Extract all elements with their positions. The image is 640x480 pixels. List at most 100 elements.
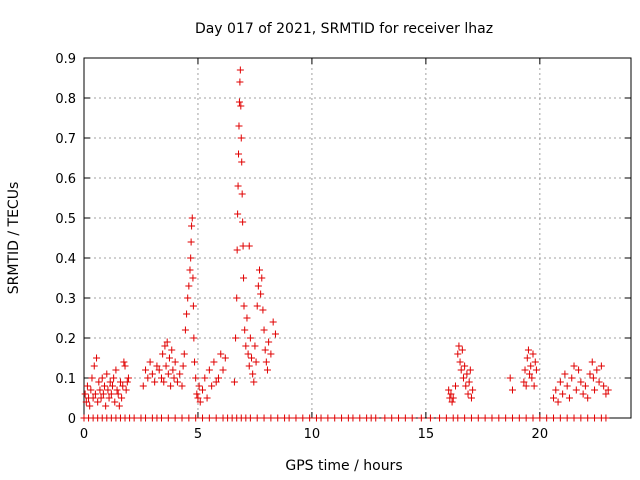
data-point [502,414,510,422]
data-point [469,386,477,394]
data-point [251,342,259,350]
data-point [104,386,112,394]
x-tick-label: 20 [532,427,549,442]
data-point [89,394,97,402]
data-point [530,382,538,390]
y-tick-label: 0 [68,412,76,427]
data-point [203,394,211,402]
data-point [86,402,94,410]
data-point [584,394,592,402]
data-point [602,414,610,422]
data-point [98,374,106,382]
data-point [167,382,175,390]
data-point [111,398,119,406]
data-point [168,346,176,354]
data-point [130,414,138,422]
data-point [144,374,152,382]
data-point [190,334,198,342]
data-point [122,386,130,394]
data-point [183,310,191,318]
data-point [586,370,594,378]
data-point [260,326,268,334]
data-point [456,358,464,366]
data-point [246,414,254,422]
data-point [324,414,332,422]
data-point [245,362,253,370]
data-point [306,414,314,422]
data-point [457,366,465,374]
data-point [495,414,503,422]
data-point [589,374,597,382]
data-point [449,394,457,402]
data-point [187,238,195,246]
data-point [570,414,578,422]
data-point [515,414,523,422]
data-point [271,330,279,338]
data-point [82,398,90,406]
data-point [317,414,325,422]
data-point [248,354,256,362]
data-point [113,386,121,394]
data-point [83,382,91,390]
data-point [124,374,132,382]
data-point [236,66,244,74]
data-point [108,382,116,390]
data-point [164,414,172,422]
data-point [550,394,558,402]
data-point [556,378,564,386]
data-point [123,378,131,386]
data-point [176,370,184,378]
data-point [180,350,188,358]
data-point [524,346,532,354]
data-point [237,134,245,142]
y-axis-label: SRMTID / TECUs [6,182,22,295]
data-point [454,414,462,422]
data-point [356,414,364,422]
data-point [139,382,147,390]
data-point [95,378,103,386]
data-point [508,386,516,394]
x-tick-label: 10 [304,427,321,442]
data-point [584,414,592,422]
data-point [107,390,115,398]
data-point [164,370,172,378]
data-point [602,390,610,398]
axis-ticks: 0 5 10 15 20 0 0.1 0.2 0.3 0.4 0.5 0.6 0.7 0.8 0.9 [55,52,631,442]
data-point [263,366,271,374]
data-point [528,374,536,382]
data-point [93,354,101,362]
data-point [529,350,537,358]
data-point [604,386,612,394]
data-point [565,394,573,402]
data-point [526,370,534,378]
data-point [458,346,466,354]
data-point [591,386,599,394]
data-point [463,370,471,378]
data-point [561,370,569,378]
data-point [237,102,245,110]
data-point [184,294,192,302]
data-point [173,378,181,386]
data-point [529,414,537,422]
data-point [523,354,531,362]
data-point [244,350,252,358]
data-point [110,374,118,382]
data-point [105,394,113,402]
data-point [570,362,578,370]
data-point [556,414,564,422]
data-point [238,158,246,166]
data-point [159,350,167,358]
data-point [171,358,179,366]
data-point [474,414,482,422]
data-point [595,378,603,386]
data-point [408,414,416,422]
data-point [234,182,242,190]
data-point [239,218,247,226]
data-point [452,382,460,390]
data-point [550,414,558,422]
data-point [169,366,177,374]
x-axis-label: GPS time / hours [285,458,402,474]
data-point [455,342,463,350]
x-tick-label: 5 [194,427,202,442]
